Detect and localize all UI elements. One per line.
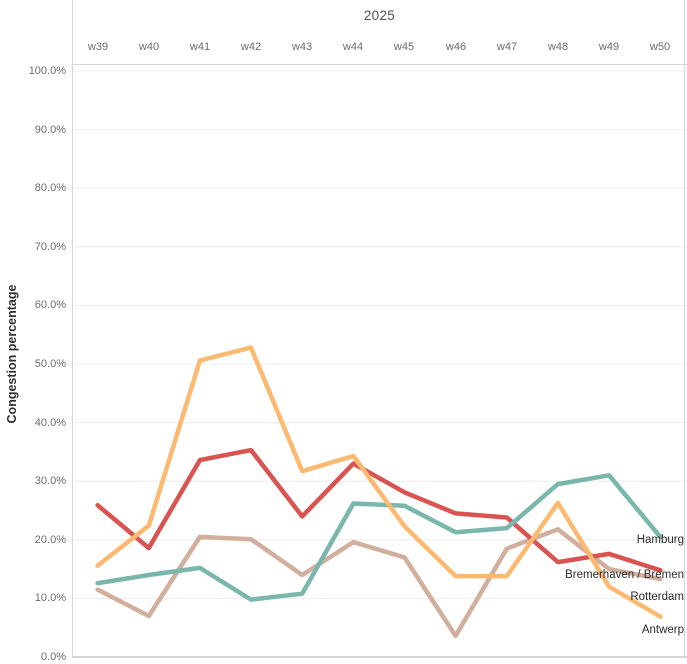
x-tick-w44: w44 [342,41,364,53]
series-label-antwerp: Antwerp [641,624,684,636]
x-tick-w48: w48 [547,41,569,53]
y-axis-title: Congestion percentage [5,284,19,424]
y-tick-80: 80.0% [34,182,66,194]
x-tick-w42: w42 [240,41,262,53]
series-line-rotterdam[interactable] [95,527,663,639]
y-tick-30: 30.0% [34,475,66,487]
x-tick-w47: w47 [496,41,518,53]
x-tick-w41: w41 [189,41,211,53]
x-tick-w45: w45 [393,41,415,53]
series-label-rotterdam: Rotterdam [630,591,684,603]
y-tick-20: 20.0% [34,534,66,546]
y-tick-0: 0.0% [40,651,66,663]
series-label-hamburg: Hamburg [636,534,684,546]
series-line-antwerp[interactable] [95,345,663,619]
y-tick-100: 100.0% [28,65,66,77]
x-axis-year-header: 2025 [363,8,396,23]
series-line-hamburg[interactable] [95,473,663,602]
y-tick-60: 60.0% [34,299,66,311]
x-tick-w50: w50 [649,41,671,53]
series-line-bremerhaven-bremen[interactable] [95,447,663,573]
y-tick-10: 10.0% [34,592,66,604]
x-tick-w40: w40 [138,41,160,53]
x-tick-w39: w39 [87,41,109,53]
y-tick-40: 40.0% [34,417,66,429]
series-label-bremerhaven-bremen: Bremerhaven / Bremen [565,569,684,581]
y-tick-50: 50.0% [34,358,66,370]
x-tick-w43: w43 [291,41,313,53]
y-tick-70: 70.0% [34,241,66,253]
x-tick-w46: w46 [445,41,467,53]
y-tick-90: 90.0% [34,124,66,136]
x-tick-w49: w49 [598,41,620,53]
